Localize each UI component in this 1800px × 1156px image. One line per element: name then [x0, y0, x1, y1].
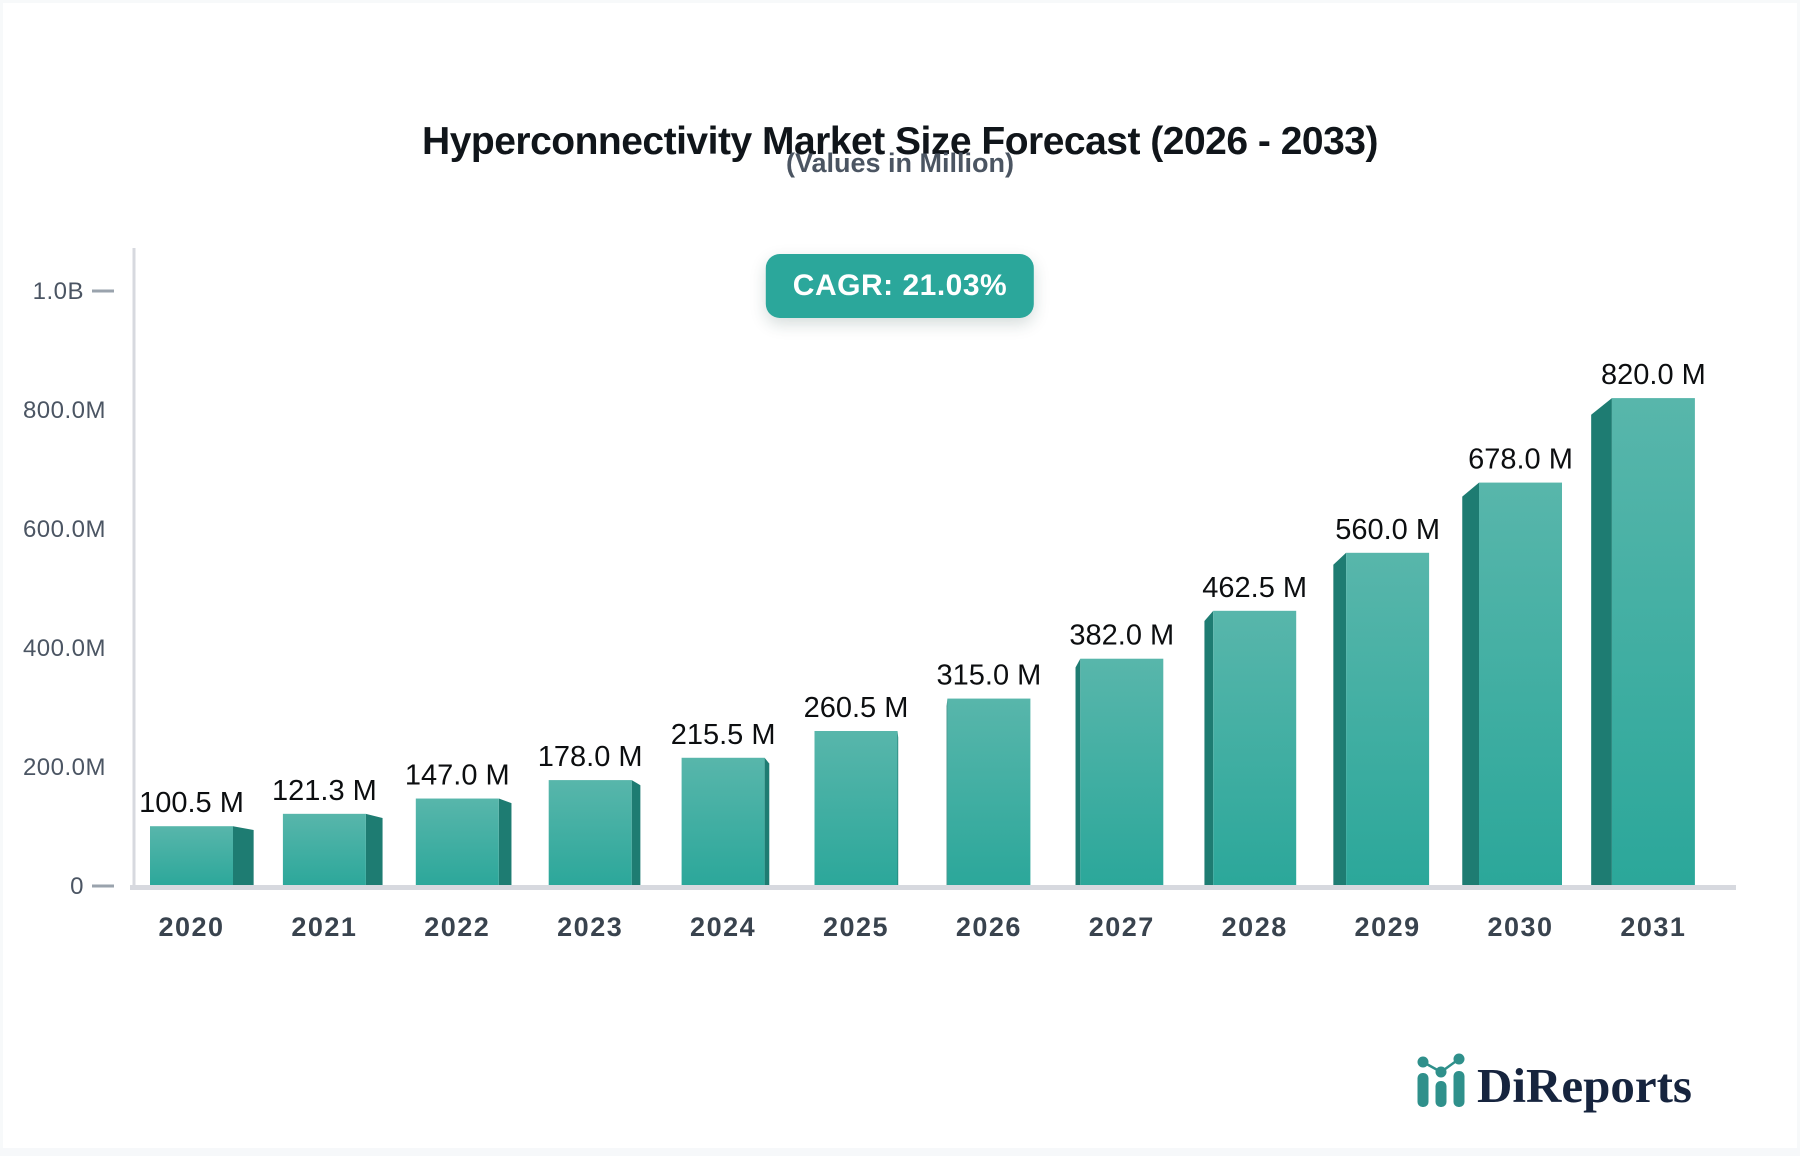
x-axis-label-2022: 2022: [424, 912, 490, 942]
bar-value-label: 215.5 M: [671, 719, 776, 751]
x-axis-label-2029: 2029: [1355, 912, 1421, 942]
bar-side-face: [631, 780, 641, 889]
x-axis-label-2020: 2020: [158, 912, 224, 942]
y-tick-label-800.0M: 800.0M: [23, 397, 106, 424]
bar-2022[interactable]: 147.0 M: [405, 760, 512, 889]
logo-bar: [1417, 1073, 1429, 1107]
bar-value-label: 315.0 M: [937, 660, 1042, 692]
x-axis-label-2030: 2030: [1487, 912, 1553, 942]
bar-2027[interactable]: 382.0 M: [1069, 620, 1174, 889]
y-tick-label-400.0M: 400.0M: [23, 635, 106, 662]
bar-value-label: 382.0 M: [1069, 620, 1174, 652]
bar-side-face: [233, 826, 254, 889]
bar-value-label: 462.5 M: [1202, 572, 1307, 604]
logo-dot: [1435, 1066, 1447, 1078]
bar-2025[interactable]: 260.5 M: [804, 692, 909, 889]
bar-2026[interactable]: 315.0 M: [937, 660, 1042, 889]
bar-side-face: [764, 757, 770, 889]
bar-value-label: 820.0 M: [1601, 359, 1706, 391]
bar-front-face: [548, 780, 632, 887]
bar-front-face: [814, 731, 898, 887]
logo-dot: [1417, 1056, 1429, 1068]
logo-bar: [1453, 1071, 1465, 1107]
bottom-frame-strip: [0, 1148, 1800, 1156]
bar-2021[interactable]: 121.3 M: [272, 775, 383, 889]
bar-2024[interactable]: 215.5 M: [671, 719, 776, 889]
bar-side-face: [897, 731, 899, 889]
y-tick-label-200.0M: 200.0M: [23, 754, 106, 781]
bar-2023[interactable]: 178.0 M: [538, 741, 643, 889]
x-axis-label-2025: 2025: [823, 912, 889, 942]
direports-logo-text: DiReports: [1476, 1057, 1692, 1113]
bar-side-face: [946, 698, 948, 889]
direports-logo-icon: [1417, 1053, 1465, 1107]
bar-side-face: [1591, 398, 1612, 889]
bar-side-face: [365, 813, 383, 889]
bar-front-face: [681, 757, 765, 887]
y-tick-label-0: 0: [70, 873, 84, 900]
chart-title: Hyperconnectivity Market Size Forecast (…: [422, 120, 1378, 164]
chart-subtitle: (Values in Million): [785, 148, 1015, 178]
x-axis-label-2021: 2021: [291, 912, 357, 942]
bar-2029[interactable]: 560.0 M: [1333, 514, 1440, 889]
x-axis-label-2027: 2027: [1089, 912, 1155, 942]
bar-side-face: [1204, 610, 1214, 889]
bar-value-label: 121.3 M: [272, 775, 377, 807]
bar-value-label: 678.0 M: [1468, 444, 1573, 476]
bar-front-face: [150, 826, 233, 887]
bar-front-face: [947, 698, 1031, 887]
cagr-badge: CAGR: 21.03%: [765, 254, 1035, 318]
bar-front-face: [282, 813, 366, 887]
x-axis-label-2023: 2023: [557, 912, 623, 942]
y-tick-label-1.0B: 1.0B: [33, 278, 84, 305]
x-axis-label-2024: 2024: [690, 912, 756, 942]
logo-bar: [1435, 1081, 1447, 1107]
bar-side-face: [1333, 552, 1347, 889]
logo-dot: [1453, 1053, 1465, 1065]
bar-value-label: 147.0 M: [405, 760, 510, 792]
bar-front-face: [1213, 610, 1297, 887]
direports-logo: DiReports: [1413, 1050, 1692, 1113]
bar-2031[interactable]: 820.0 M: [1591, 359, 1706, 889]
bar-front-face: [1611, 398, 1695, 887]
bar-front-face: [1346, 552, 1430, 887]
bar-front-face: [1479, 482, 1562, 887]
x-axis-label-2031: 2031: [1620, 912, 1686, 942]
y-tick-label-600.0M: 600.0M: [23, 516, 106, 543]
x-axis-label-2028: 2028: [1222, 912, 1288, 942]
bar-side-face: [1075, 658, 1081, 889]
bar-side-face: [498, 798, 512, 889]
bar-value-label: 260.5 M: [804, 692, 909, 724]
bar-2020[interactable]: 100.5 M: [139, 787, 254, 889]
bar-value-label: 100.5 M: [139, 787, 244, 819]
bar-side-face: [1462, 482, 1479, 889]
bar-value-label: 178.0 M: [538, 741, 643, 773]
x-axis-label-2026: 2026: [956, 912, 1022, 942]
bar-2030[interactable]: 678.0 M: [1462, 444, 1573, 889]
bar-front-face: [1080, 658, 1164, 887]
bar-2028[interactable]: 462.5 M: [1202, 572, 1307, 889]
bar-value-label: 560.0 M: [1335, 514, 1440, 546]
bar-front-face: [415, 798, 499, 887]
